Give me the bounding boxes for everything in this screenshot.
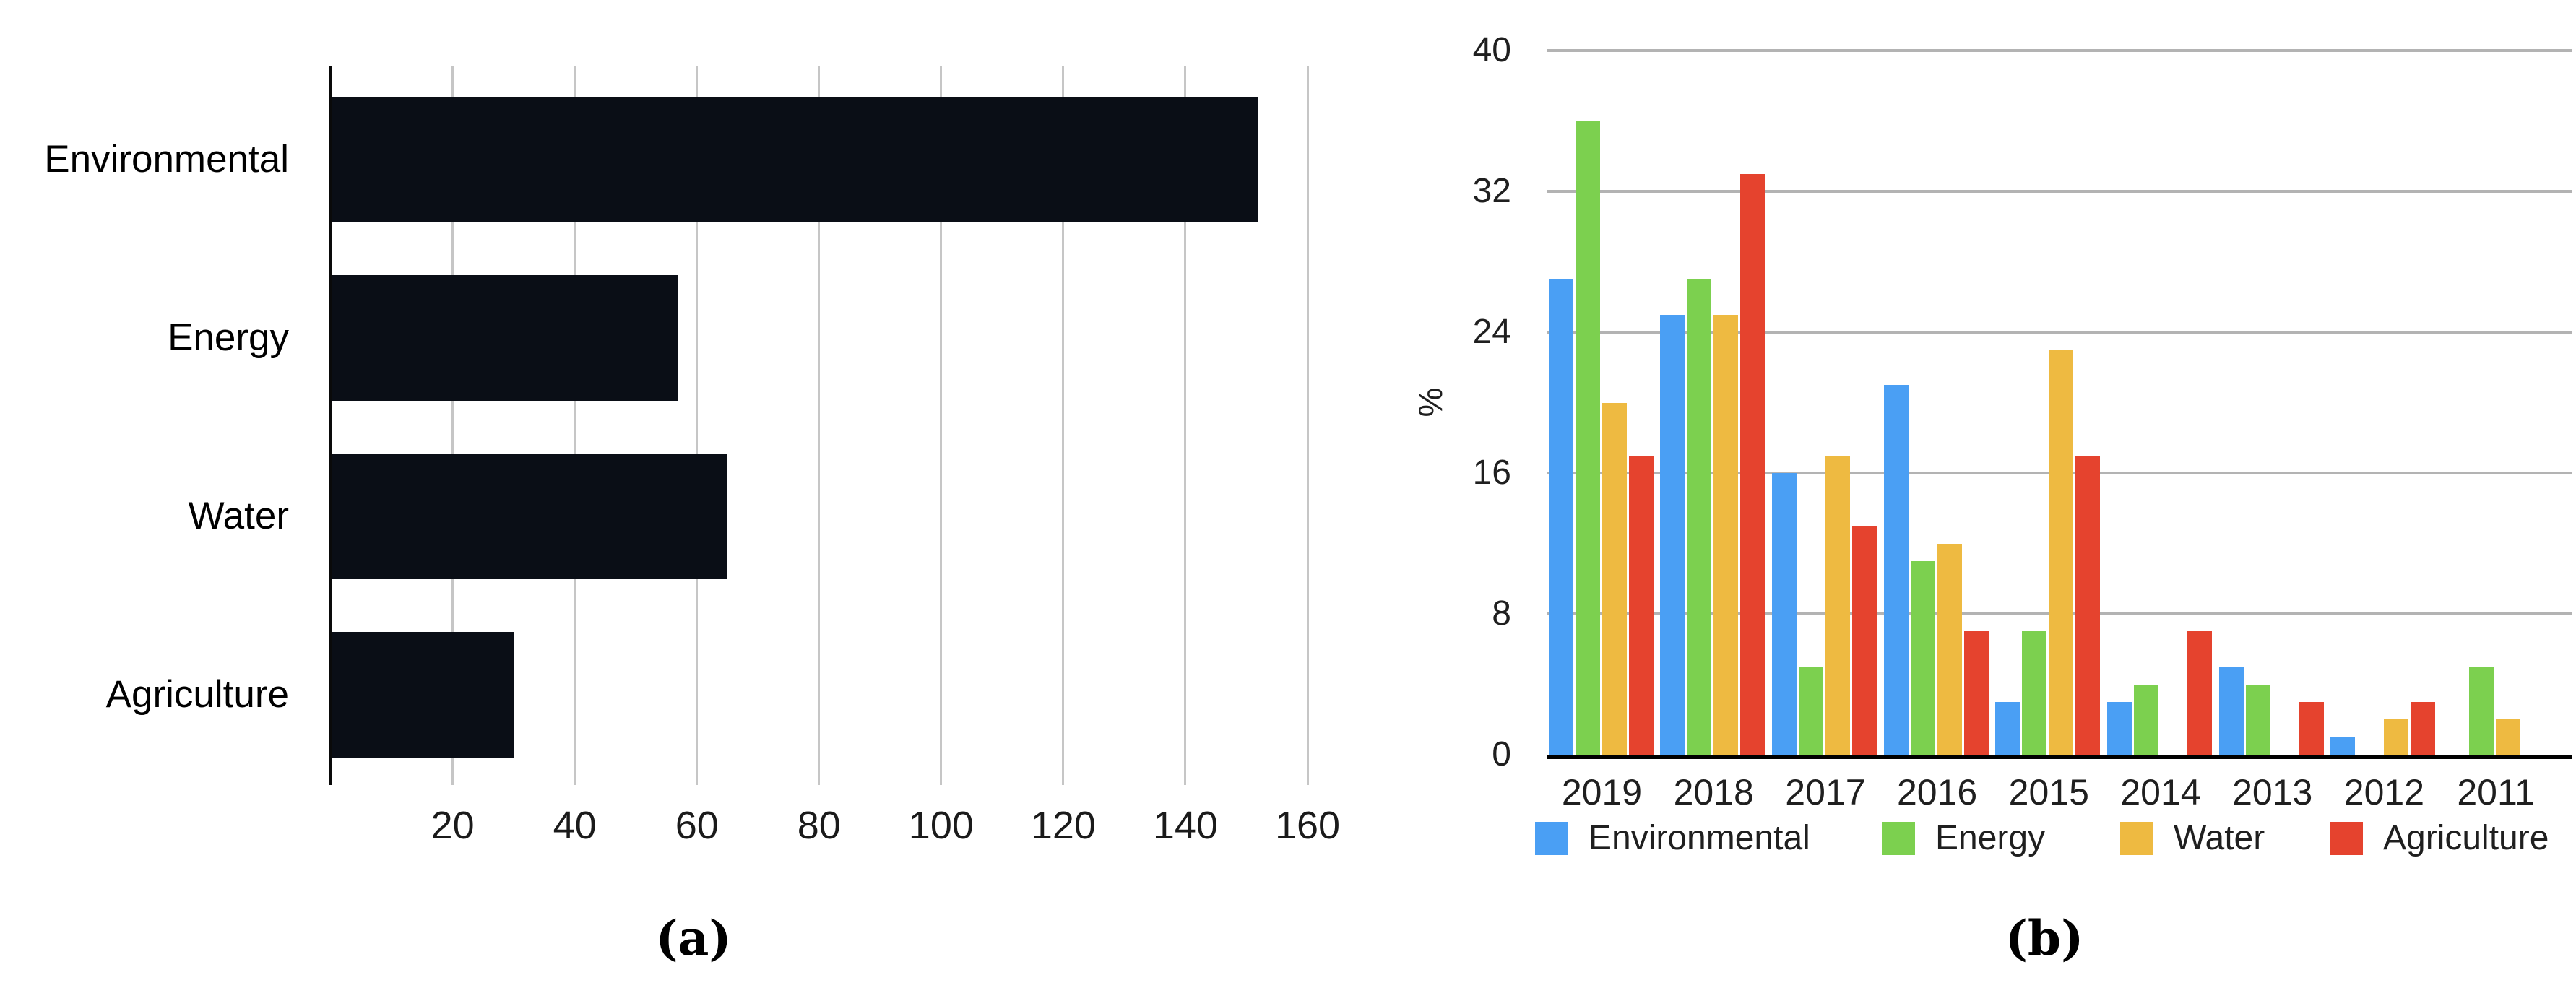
bar-2016-environmental bbox=[1883, 385, 1909, 755]
bar-2013-energy bbox=[2245, 684, 2270, 755]
gridline bbox=[940, 66, 943, 785]
x-axis-tick-label-2012: 2012 bbox=[2343, 772, 2424, 812]
bar-2017-water bbox=[1825, 455, 1850, 755]
bar-2017-agriculture bbox=[1851, 526, 1877, 755]
legend-label-agriculture: Agriculture bbox=[2383, 819, 2549, 857]
x-axis-line bbox=[1547, 755, 2572, 759]
x-axis-tick-label: 20 bbox=[431, 804, 475, 847]
gridline bbox=[1547, 190, 2572, 193]
bar-agriculture bbox=[332, 632, 514, 758]
bar-2019-agriculture bbox=[1628, 455, 1654, 755]
gridline bbox=[451, 66, 454, 785]
legend-item-environmental: Environmental bbox=[1535, 819, 1810, 857]
category-label-agriculture: Agriculture bbox=[105, 673, 289, 716]
bar-2016-energy bbox=[1910, 560, 1935, 755]
legend-swatch-agriculture bbox=[2330, 822, 2363, 855]
bar-2015-agriculture bbox=[2075, 455, 2101, 755]
y-axis-tick-label: 0 bbox=[1492, 735, 1511, 773]
gridline bbox=[818, 66, 821, 785]
bar-2012-water bbox=[2384, 719, 2409, 755]
bar-2017-environmental bbox=[1771, 473, 1797, 755]
gridline bbox=[1184, 66, 1187, 785]
bar-2017-energy bbox=[1798, 667, 1823, 755]
bar-2015-environmental bbox=[1995, 701, 2020, 755]
bar-2015-water bbox=[2049, 350, 2074, 755]
gridline bbox=[1547, 331, 2572, 334]
bar-water bbox=[332, 454, 727, 579]
gridline bbox=[696, 66, 699, 785]
bar-2016-water bbox=[1937, 543, 1962, 755]
gridline bbox=[1547, 49, 2572, 52]
x-axis-tick-label-2016: 2016 bbox=[1896, 772, 1978, 812]
bar-environmental bbox=[332, 97, 1259, 222]
legend-swatch-environmental bbox=[1535, 822, 1568, 855]
bar-2014-agriculture bbox=[2187, 631, 2212, 755]
x-axis-tick-label-2011: 2011 bbox=[2457, 772, 2535, 812]
category-label-environmental: Environmental bbox=[44, 138, 289, 181]
x-axis-tick-label: 120 bbox=[1030, 804, 1096, 847]
legend-item-agriculture: Agriculture bbox=[2330, 819, 2549, 857]
legend-item-energy: Energy bbox=[1882, 819, 2046, 857]
y-axis-tick-label: 40 bbox=[1472, 31, 1511, 69]
legend-label-water: Water bbox=[2174, 819, 2265, 857]
bar-2018-agriculture bbox=[1740, 173, 1765, 755]
x-axis-tick-label-2014: 2014 bbox=[2120, 772, 2201, 812]
legend-label-environmental: Environmental bbox=[1589, 819, 1810, 857]
category-label-water: Water bbox=[188, 495, 289, 537]
caption-panel-b: (b) bbox=[2005, 910, 2084, 966]
legend-item-water: Water bbox=[2120, 819, 2265, 857]
gridline bbox=[1062, 66, 1065, 785]
y-axis-tick-label: 32 bbox=[1472, 172, 1511, 210]
bar-2013-agriculture bbox=[2299, 701, 2324, 755]
x-axis-tick-label-2013: 2013 bbox=[2232, 772, 2313, 812]
bar-2011-energy bbox=[2469, 667, 2494, 755]
bar-2016-agriculture bbox=[1963, 631, 1989, 755]
y-axis-tick-label: 16 bbox=[1472, 454, 1511, 492]
bar-2013-environmental bbox=[2218, 667, 2244, 755]
x-axis-tick-label: 140 bbox=[1152, 804, 1218, 847]
panel-a-horizontal-bar-chart: 20 40 60 80 100 120 140 160 Environmental Energy W… bbox=[44, 66, 1340, 847]
bar-2018-energy bbox=[1687, 279, 1712, 755]
caption-panel-a: (a) bbox=[655, 910, 732, 966]
y-axis-tick-label: 24 bbox=[1472, 313, 1511, 351]
x-axis-tick-label-2017: 2017 bbox=[1785, 772, 1866, 812]
legend-swatch-water bbox=[2120, 822, 2153, 855]
x-axis-tick-label: 100 bbox=[908, 804, 974, 847]
bar-2019-energy bbox=[1575, 121, 1600, 755]
x-axis-tick-label-2018: 2018 bbox=[1673, 772, 1754, 812]
x-axis-tick-label: 160 bbox=[1274, 804, 1341, 847]
y-axis-title-percent: % bbox=[1412, 387, 1449, 417]
bar-2018-environmental bbox=[1660, 314, 1685, 755]
bar-2019-water bbox=[1602, 402, 1627, 755]
x-axis-tick-label: 40 bbox=[553, 804, 597, 847]
y-axis-tick-label: 8 bbox=[1492, 594, 1511, 633]
category-label-energy: Energy bbox=[168, 316, 289, 359]
x-axis-tick-label: 80 bbox=[797, 804, 841, 847]
y-axis-line bbox=[329, 66, 332, 785]
gridline bbox=[1306, 66, 1309, 785]
bar-2019-environmental bbox=[1548, 279, 1573, 755]
bar-energy bbox=[332, 275, 679, 401]
legend-label-energy: Energy bbox=[1935, 819, 2046, 857]
x-axis-tick-label-2019: 2019 bbox=[1561, 772, 1643, 812]
bar-2011-water bbox=[2496, 719, 2521, 755]
x-axis-tick-label: 60 bbox=[675, 804, 719, 847]
panel-b-grouped-bar-chart: 0 8 16 24 32 40 2019 2018 2017 2016 2015 2014 2013 20… bbox=[1373, 0, 2576, 993]
bar-2014-environmental bbox=[2107, 701, 2132, 755]
bar-2018-water bbox=[1713, 314, 1739, 755]
bar-2012-agriculture bbox=[2411, 701, 2436, 755]
x-axis-tick-label-2015: 2015 bbox=[2008, 772, 2089, 812]
gridline bbox=[574, 66, 576, 785]
bar-2015-energy bbox=[2022, 631, 2047, 755]
bar-2014-energy bbox=[2134, 684, 2158, 755]
legend-swatch-energy bbox=[1882, 822, 1915, 855]
bar-2012-environmental bbox=[2330, 737, 2356, 755]
